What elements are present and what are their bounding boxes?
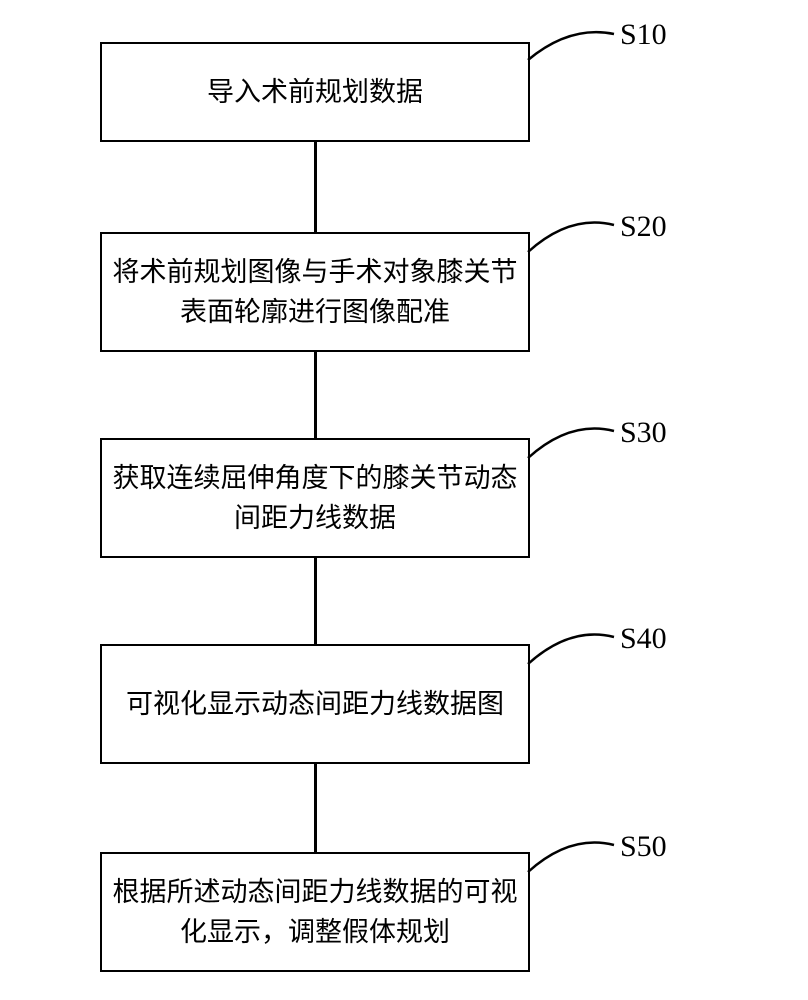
leader-curve-s10 (524, 21, 618, 64)
step-text: 导入术前规划数据 (207, 72, 423, 113)
step-label-s10: S10 (620, 18, 667, 52)
leader-curve-s50 (524, 830, 618, 876)
connector-0 (314, 142, 317, 232)
step-text: 获取连续屈伸角度下的膝关节动态间距力线数据 (112, 458, 518, 539)
step-label-s20: S20 (620, 210, 667, 244)
step-text: 可视化显示动态间距力线数据图 (126, 684, 504, 725)
step-label-s50: S50 (620, 830, 667, 864)
leader-curve-s20 (524, 210, 618, 256)
step-box-s20: 将术前规划图像与手术对象膝关节表面轮廓进行图像配准 (100, 232, 530, 352)
step-box-s40: 可视化显示动态间距力线数据图 (100, 644, 530, 764)
connector-2 (314, 558, 317, 644)
step-text: 根据所述动态间距力线数据的可视化显示，调整假体规划 (112, 872, 518, 953)
step-label-s40: S40 (620, 622, 667, 656)
connector-1 (314, 352, 317, 438)
leader-curve-s40 (524, 622, 618, 668)
step-label-s30: S30 (620, 416, 667, 450)
step-box-s50: 根据所述动态间距力线数据的可视化显示，调整假体规划 (100, 852, 530, 972)
step-box-s30: 获取连续屈伸角度下的膝关节动态间距力线数据 (100, 438, 530, 558)
leader-curve-s30 (524, 416, 618, 462)
step-text: 将术前规划图像与手术对象膝关节表面轮廓进行图像配准 (112, 252, 518, 333)
step-box-s10: 导入术前规划数据 (100, 42, 530, 142)
connector-3 (314, 764, 317, 852)
flowchart-canvas: 导入术前规划数据 S10 将术前规划图像与手术对象膝关节表面轮廓进行图像配准 S20 获… (0, 0, 808, 1000)
